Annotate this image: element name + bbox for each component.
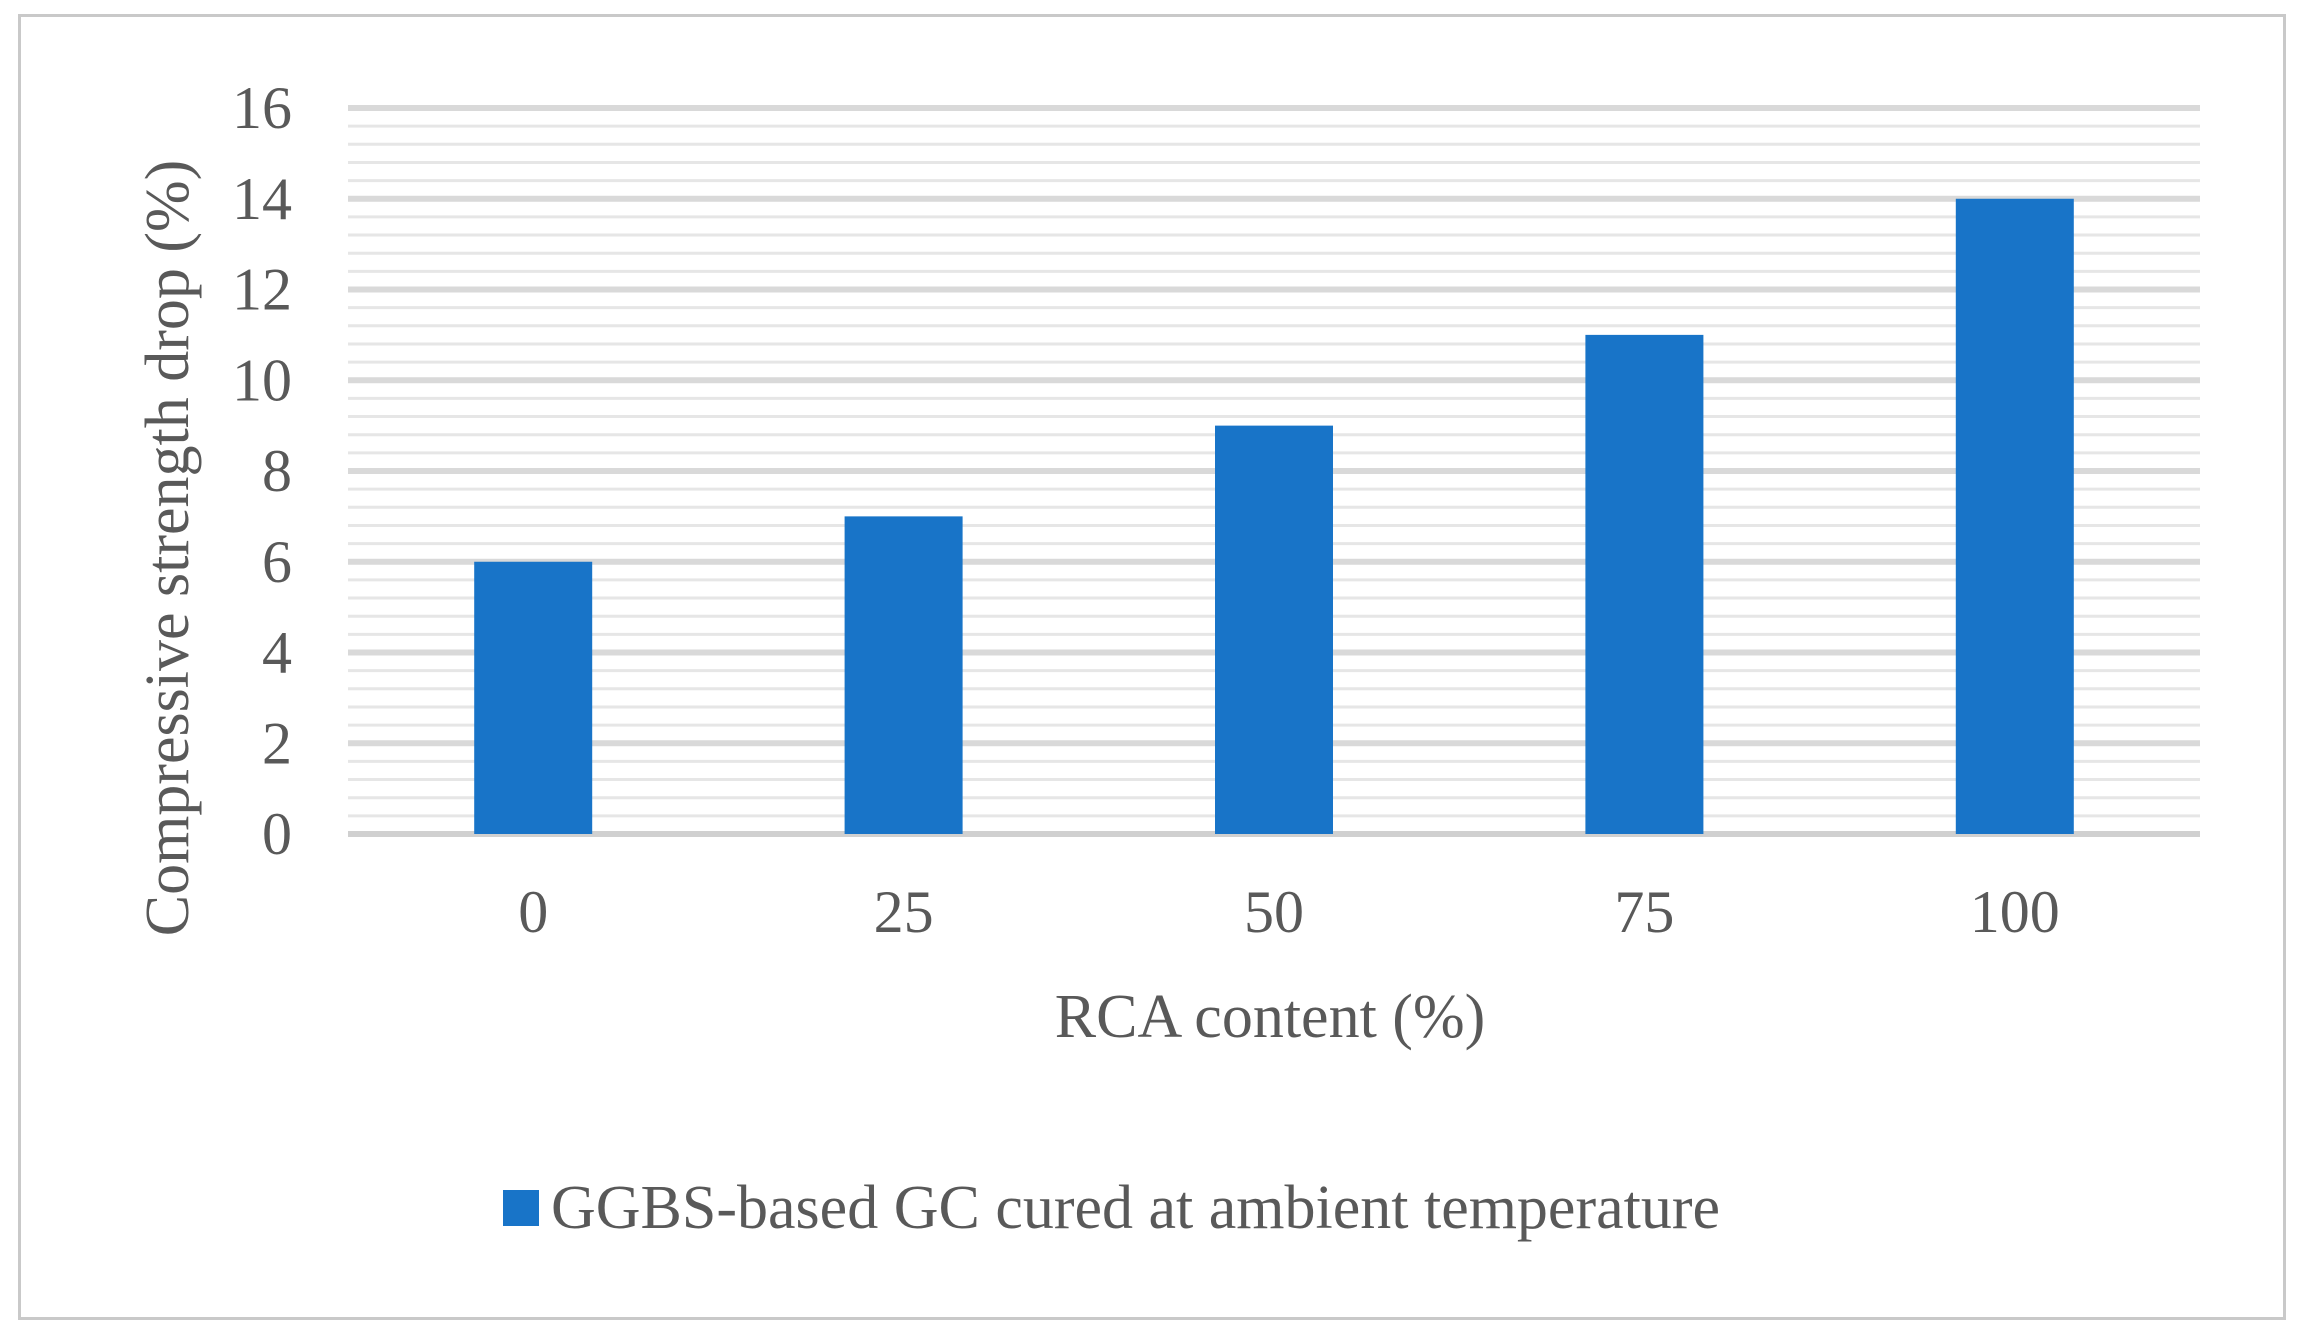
bar [1585, 334, 1704, 834]
legend: GGBS-based GC cured at ambient temperatu… [503, 1174, 1720, 1242]
y-tick-label: 12 [232, 257, 292, 323]
y-tick-label: 8 [262, 438, 292, 504]
y-tick-label: 16 [232, 75, 292, 141]
legend-swatch [503, 1190, 539, 1226]
y-tick-label: 2 [262, 710, 292, 776]
x-tick-label: 50 [1244, 879, 1304, 945]
x-axis-title: RCA content (%) [1055, 983, 1486, 1051]
y-tick-label: 0 [262, 801, 292, 867]
bar [1955, 198, 2074, 834]
y-tick-label: 6 [262, 529, 292, 595]
bar [474, 561, 593, 834]
y-axis-title: Compressive strength drop (%) [134, 160, 202, 937]
y-tick-label: 10 [232, 347, 292, 413]
bar [844, 516, 963, 834]
y-axis-ticks: 0 2 4 6 8 10 12 14 16 [232, 75, 292, 867]
chart-frame [18, 14, 2286, 1320]
bar [1215, 425, 1333, 834]
x-tick-label: 100 [1970, 879, 2060, 945]
legend-label: GGBS-based GC cured at ambient temperatu… [551, 1174, 1720, 1242]
bar-series [474, 198, 2074, 834]
y-tick-label: 4 [262, 620, 292, 686]
x-tick-label: 25 [874, 879, 934, 945]
x-axis-ticks: 0 25 50 75 100 [518, 879, 2060, 945]
x-tick-label: 0 [518, 879, 548, 945]
y-tick-label: 14 [232, 166, 292, 232]
x-tick-label: 75 [1614, 879, 1674, 945]
